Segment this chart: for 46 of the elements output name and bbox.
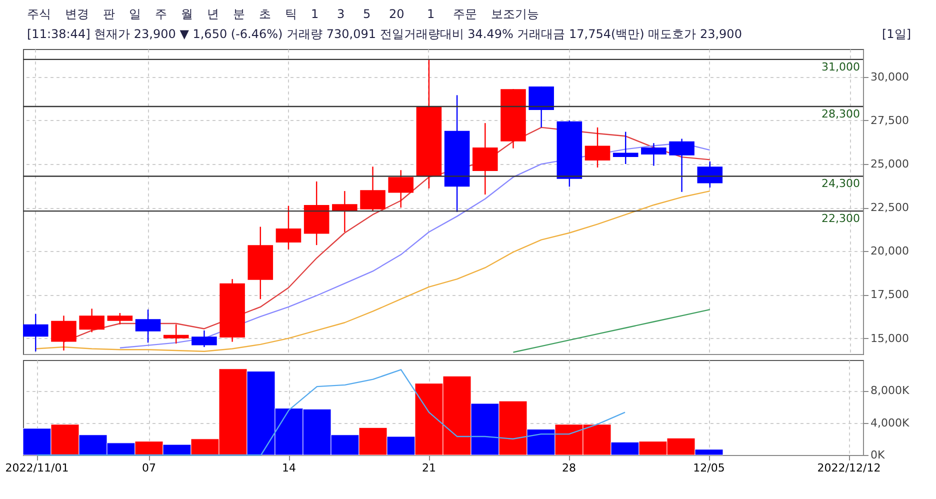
- text: 틱: [285, 7, 297, 21]
- y-tick-label: 20,000: [870, 244, 909, 258]
- y-tick-label: 27,500: [870, 114, 909, 127]
- text: 분: [233, 7, 245, 21]
- line-series: [512, 308, 710, 353]
- text: 보조기능: [491, 7, 539, 21]
- x-tick-label: 28: [562, 462, 576, 474]
- y-tick-label: 0K: [870, 448, 886, 462]
- candlestick: [163, 324, 189, 344]
- x-tick-label: 2022/12/12: [817, 462, 881, 474]
- text: 주: [155, 7, 167, 21]
- text: 일: [129, 7, 141, 21]
- y-tick-label: 30,000: [870, 70, 909, 84]
- y-tick-label: 15,000: [870, 332, 909, 345]
- text: 년: [207, 7, 219, 21]
- y-tick-label: 25,000: [870, 158, 909, 171]
- text: 20: [389, 7, 404, 21]
- candlestick: [612, 131, 638, 165]
- ref-line-label: 31,000: [822, 60, 860, 74]
- y-tick-label: 8,000K: [870, 384, 910, 398]
- ref-line-label: 22,300: [822, 212, 860, 226]
- text: 월: [181, 7, 193, 21]
- chart-title: [11:38:44] 현재가 23,900 ▼ 1,650 (-6.46%) 거래량 730,091 전일거래량대비 34.49% 거래대금 17,754(백만) 매도호가 23,900: [27, 27, 742, 41]
- x-tick-label: 12/05: [693, 462, 725, 474]
- ref-line-label: 24,300: [822, 177, 860, 190]
- x-tick-label: 21: [422, 462, 436, 474]
- text: 5: [363, 7, 371, 21]
- candlestick: [332, 190, 358, 233]
- x-tick-label: 2022/11/01: [5, 462, 69, 474]
- y-tick-label: 22,500: [870, 201, 909, 214]
- x-tick-label: 14: [282, 462, 296, 474]
- text: 주식: [27, 7, 51, 21]
- y-tick-label: 17,500: [870, 288, 909, 302]
- text: 판: [103, 7, 115, 21]
- text: 초: [259, 7, 271, 21]
- text: 주문: [453, 7, 477, 21]
- line-series: [35, 190, 710, 352]
- ref-line-label: 28,300: [822, 108, 860, 121]
- text: 3: [337, 7, 345, 21]
- text: 1: [427, 7, 435, 21]
- text: 1: [311, 7, 319, 21]
- text: 변경: [65, 7, 89, 21]
- y-tick-label: 4,000K: [870, 416, 910, 430]
- line-series: [36, 369, 626, 456]
- text: [1일]: [882, 27, 911, 41]
- x-tick-label: 07: [142, 462, 156, 474]
